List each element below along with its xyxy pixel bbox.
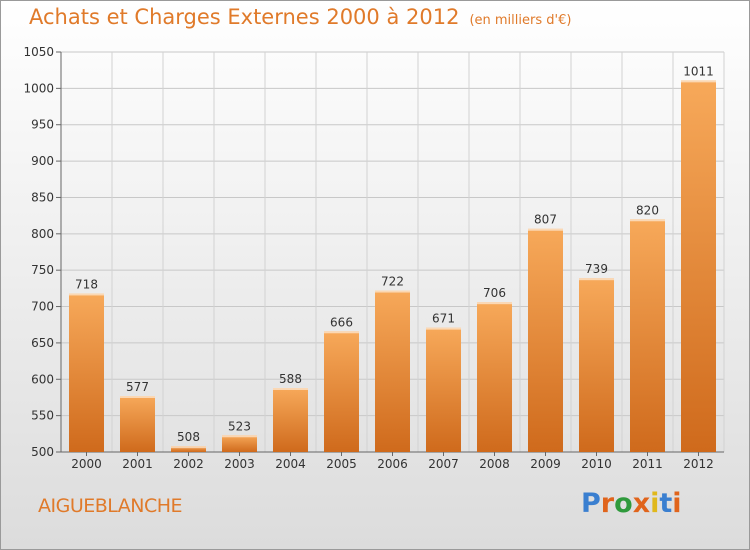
bar-highlight: [273, 388, 308, 390]
bar-highlight: [579, 278, 614, 281]
x-tick-label: 2005: [326, 457, 357, 471]
x-tick-label: 2002: [173, 457, 204, 471]
value-label: 508: [177, 430, 200, 444]
value-labels: 718 577 508 523 588 666 722 671 706 807 739 820 1011: [75, 64, 714, 444]
x-tick-label: 2009: [530, 457, 561, 471]
chart-unit-label: (en milliers d'€): [469, 13, 572, 28]
bar: [375, 290, 410, 452]
bar: [426, 327, 461, 452]
value-label: 820: [636, 203, 659, 217]
bar-highlight: [681, 80, 716, 83]
value-label: 718: [75, 277, 98, 291]
bar: [681, 80, 716, 452]
bar-highlight: [171, 446, 206, 449]
commune-name: AIGUEBLANCHE: [38, 495, 183, 517]
bar: [528, 228, 563, 452]
bar: [69, 293, 104, 452]
bar-highlight: [375, 290, 410, 293]
y-tick-label: 950: [31, 118, 54, 132]
y-tick-label: 650: [31, 336, 54, 350]
bar: [630, 219, 665, 452]
value-label: 588: [279, 372, 302, 386]
value-label: 666: [330, 315, 353, 329]
x-tick-label: 2011: [632, 457, 663, 471]
logo-letter: o: [614, 488, 633, 519]
value-label: 739: [585, 262, 608, 276]
bars: [69, 80, 716, 452]
y-tick-label: 1050: [23, 45, 54, 59]
y-tick-label: 850: [31, 190, 54, 204]
y-tick-label: 600: [31, 372, 54, 386]
x-tick-label: 2000: [71, 457, 102, 471]
value-label: 671: [432, 312, 455, 326]
chart-title-text: Achats et Charges Externes 2000 à 2012: [29, 5, 460, 29]
bar-highlight: [69, 293, 104, 296]
value-label: 577: [126, 380, 149, 394]
bar-highlight: [426, 327, 461, 330]
y-tick-label: 750: [31, 263, 54, 277]
bar-highlight: [630, 219, 665, 222]
y-tick-label: 1000: [23, 81, 54, 95]
x-tick-label: 2004: [275, 457, 306, 471]
logo-letter: r: [600, 488, 615, 519]
y-tick-label: 500: [31, 445, 54, 459]
bar: [222, 435, 257, 452]
x-tick-label: 2008: [479, 457, 510, 471]
bar-highlight: [477, 302, 512, 305]
bar-highlight: [528, 228, 563, 231]
value-label: 1011: [683, 64, 714, 78]
logo-letter: i: [672, 488, 682, 519]
x-tick-label: 2003: [224, 457, 255, 471]
value-label: 807: [534, 213, 557, 227]
x-tick-label: 2001: [122, 457, 153, 471]
bar-highlight: [222, 435, 257, 438]
bar: [171, 446, 206, 452]
y-tick-label: 550: [31, 409, 54, 423]
value-label: 722: [381, 275, 404, 289]
logo-letter: t: [659, 488, 673, 519]
y-tick-label: 700: [31, 300, 54, 314]
chart-title: Achats et Charges Externes 2000 à 2012 (e…: [29, 5, 571, 29]
bar: [273, 388, 308, 452]
x-tick-label: 2010: [581, 457, 612, 471]
y-tick-label: 800: [31, 227, 54, 241]
y-tick-label: 900: [31, 154, 54, 168]
logo-letter: x: [632, 488, 651, 519]
value-label: 523: [228, 419, 251, 433]
x-tick-label: 2006: [377, 457, 408, 471]
proxiti-logo: Proxiti: [581, 488, 682, 519]
bar: [477, 302, 512, 452]
logo-letter: i: [650, 488, 660, 519]
bar: [579, 278, 614, 452]
bar-highlight: [324, 331, 359, 334]
value-label: 706: [483, 286, 506, 300]
logo-letter: P: [581, 488, 601, 519]
bar: [324, 331, 359, 452]
bar: [120, 396, 155, 452]
x-tick-label: 2007: [428, 457, 459, 471]
bar-highlight: [120, 396, 155, 398]
x-tick-label: 2012: [683, 457, 714, 471]
